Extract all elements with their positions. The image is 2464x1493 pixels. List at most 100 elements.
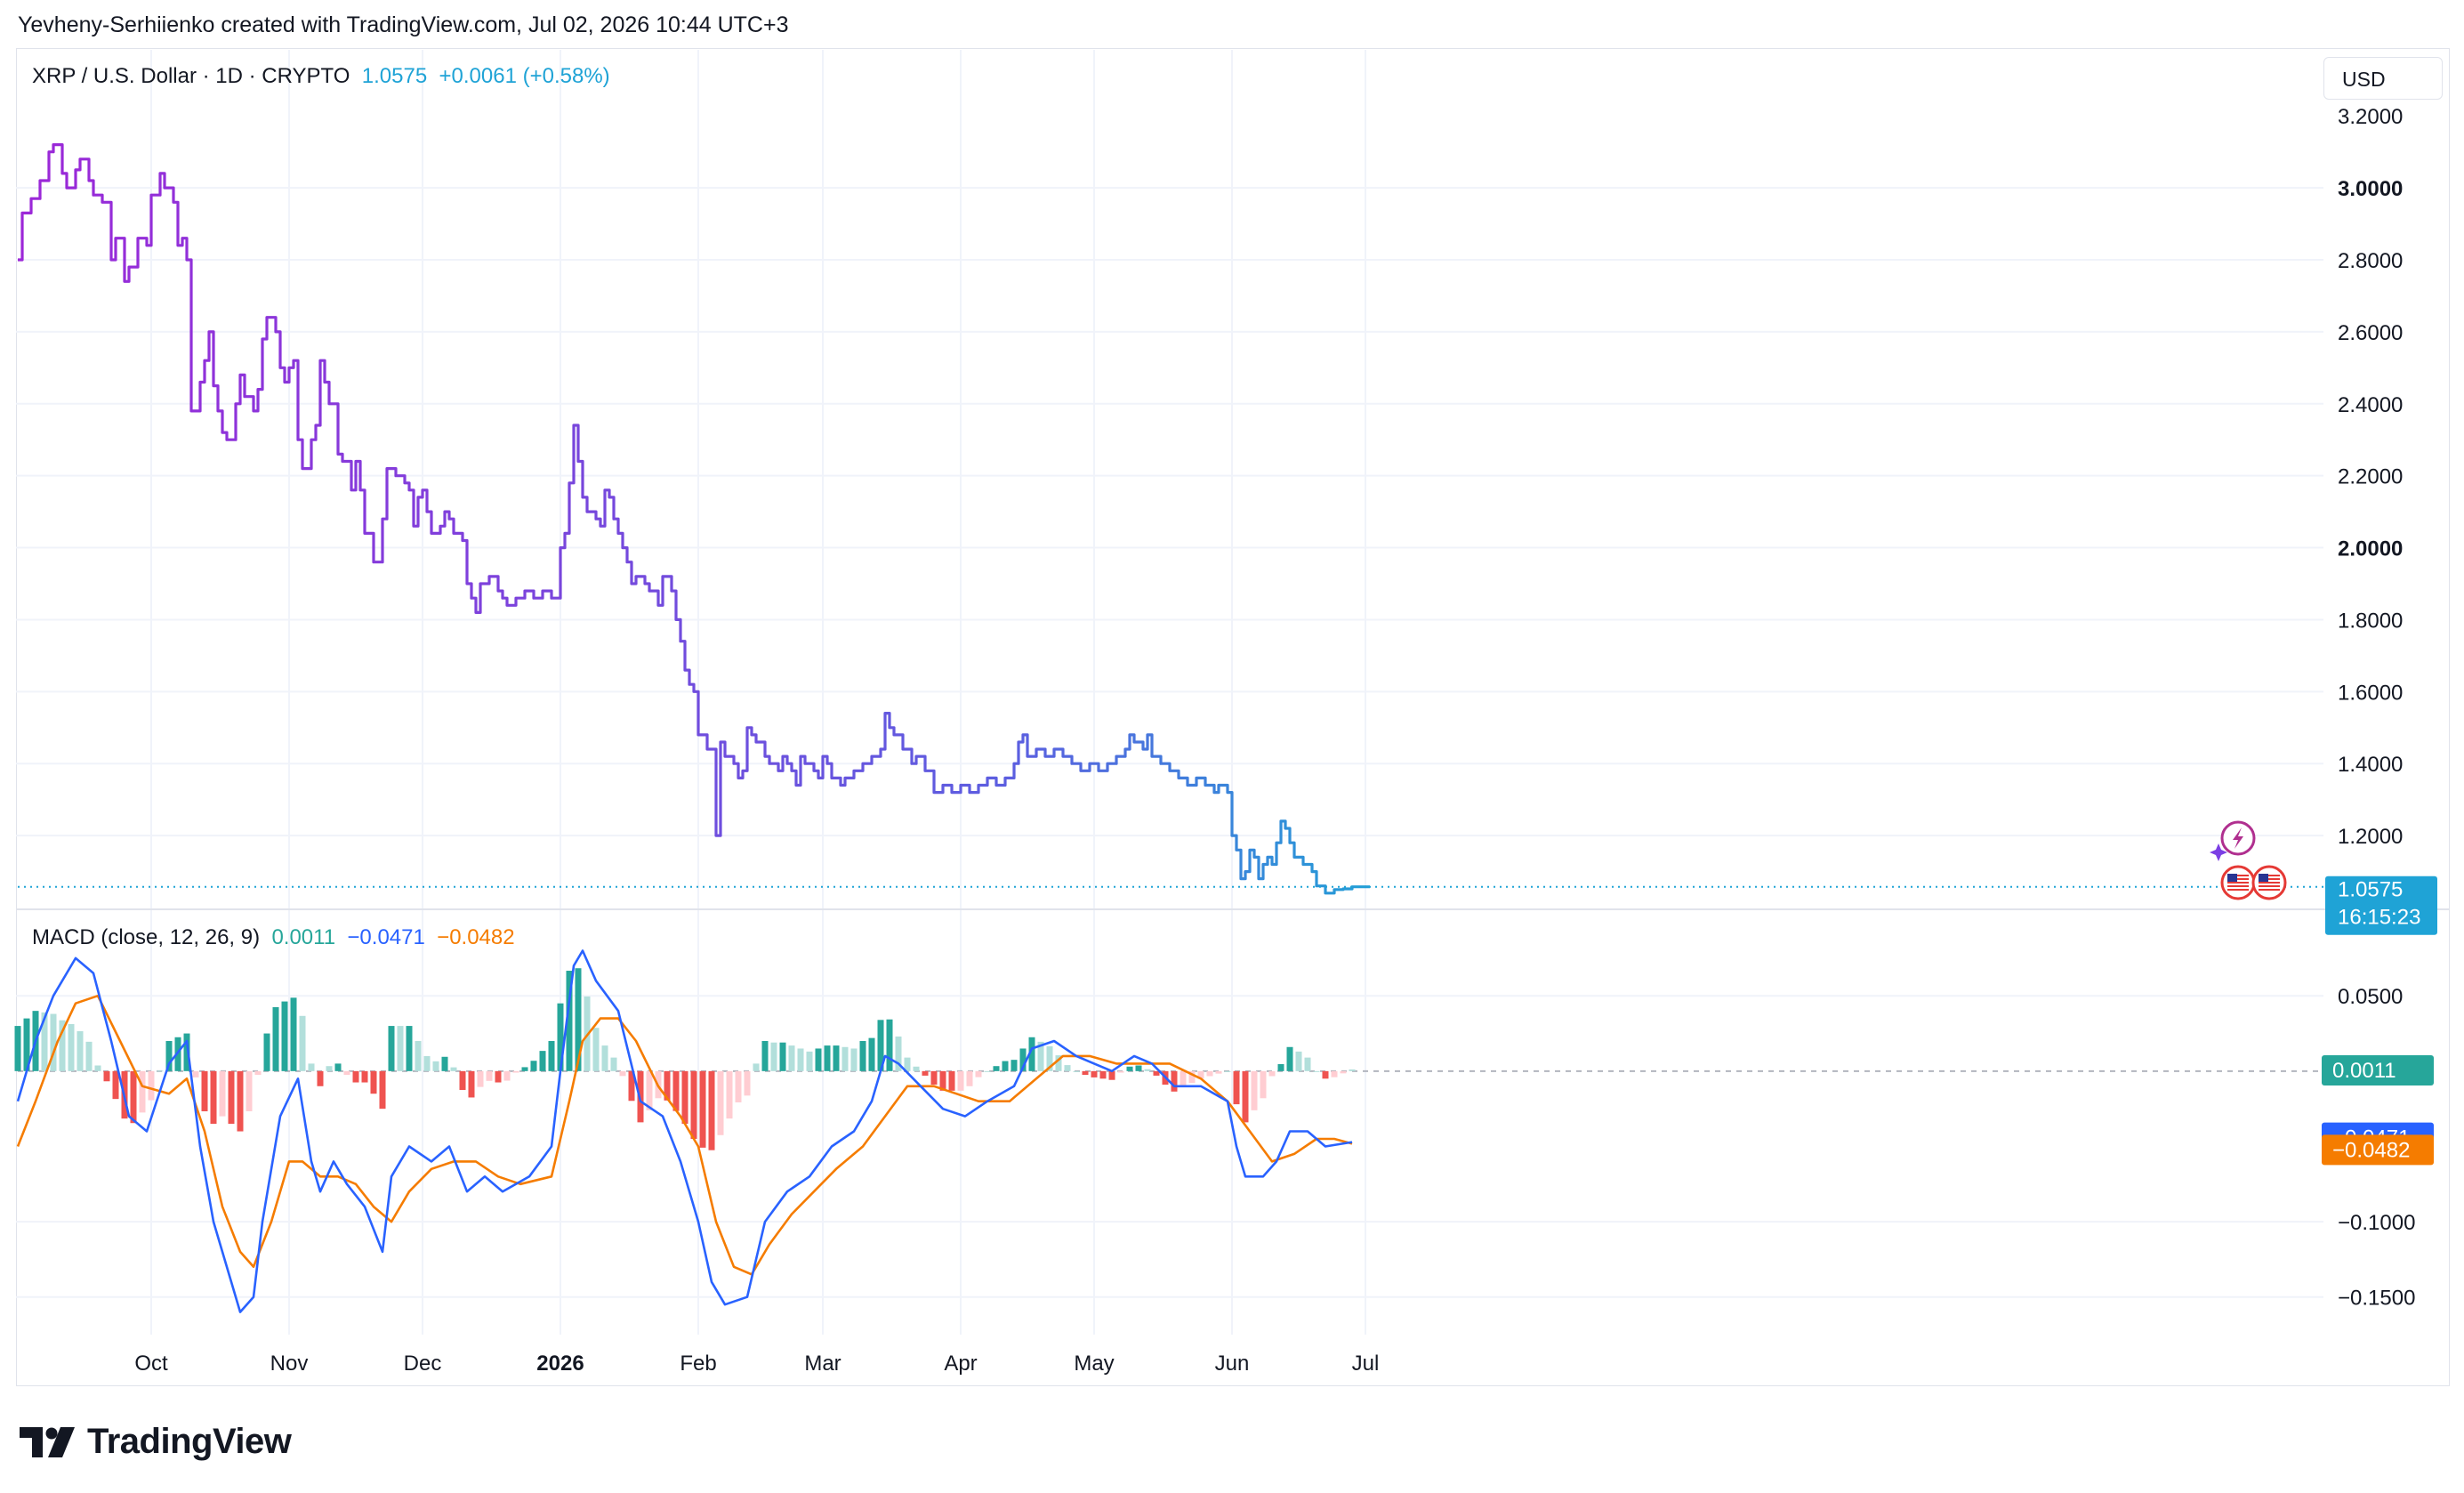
macd-histogram-bar bbox=[913, 1066, 920, 1071]
macd-histogram-bar bbox=[1242, 1070, 1249, 1123]
macd-histogram-bar bbox=[788, 1045, 795, 1071]
macd-histogram-bar bbox=[85, 1041, 93, 1071]
macd-pane[interactable] bbox=[14, 949, 2324, 1313]
macd-histogram-bar bbox=[681, 1070, 688, 1125]
macd-axis-label: −0.1000 bbox=[2338, 1211, 2415, 1235]
macd-histogram-bar bbox=[1153, 1070, 1160, 1076]
macd-histogram-bar bbox=[601, 1045, 608, 1071]
macd-histogram-bar bbox=[1117, 1070, 1124, 1073]
price-axis-label: 2.0000 bbox=[2338, 537, 2403, 561]
macd-histogram-bar bbox=[1144, 1069, 1151, 1071]
macd-histogram-bar bbox=[183, 1033, 190, 1071]
macd-histogram-bar bbox=[139, 1070, 146, 1113]
macd-histogram-bar bbox=[957, 1070, 964, 1091]
macd-histogram-bar bbox=[1224, 1070, 1231, 1072]
macd-histogram-bar bbox=[672, 1070, 680, 1111]
macd-histogram-bar bbox=[94, 1065, 101, 1071]
macd-histogram-bar bbox=[779, 1042, 786, 1071]
axes: 3.2000 3.0000 2.8000 2.6000 2.4000 2.2000 2.00… bbox=[16, 105, 2450, 1376]
last-price-value: 1.0575 bbox=[361, 64, 428, 88]
us-flag-icon[interactable] bbox=[2220, 865, 2256, 900]
macd-histogram-bar bbox=[1064, 1065, 1071, 1071]
macd-histogram-bar bbox=[76, 1031, 84, 1071]
macd-legend: MACD (close, 12, 26, 9) 0.0011 −0.0471 −… bbox=[32, 925, 515, 950]
time-axis-label: Oct bbox=[134, 1352, 168, 1376]
time-axis-label: 2026 bbox=[536, 1352, 584, 1376]
chart-frame bbox=[16, 48, 2450, 1386]
price-axis-label: 1.8000 bbox=[2338, 609, 2403, 633]
time-axis-label: Apr bbox=[944, 1352, 977, 1376]
macd-histogram-bar bbox=[14, 1026, 21, 1071]
macd-signal-badge-text: −0.0482 bbox=[2332, 1138, 2410, 1162]
macd-histogram-bar bbox=[379, 1070, 386, 1110]
macd-histogram-bar bbox=[486, 1070, 493, 1081]
macd-histogram-bar bbox=[468, 1070, 475, 1098]
macd-histogram-bar bbox=[575, 968, 582, 1071]
macd-histogram-bar bbox=[495, 1070, 502, 1083]
macd-histogram-bar bbox=[939, 1070, 946, 1091]
macd-histogram-bar bbox=[254, 1070, 262, 1076]
macd-histogram-bar bbox=[699, 1070, 706, 1148]
lightning-icon[interactable] bbox=[2220, 820, 2256, 856]
macd-histogram-bar bbox=[664, 1070, 671, 1101]
macd-signal-value: −0.0482 bbox=[437, 925, 515, 949]
macd-histogram-bar bbox=[904, 1057, 911, 1071]
price-axis-label: 2.4000 bbox=[2338, 393, 2403, 417]
macd-histogram-bar bbox=[1180, 1070, 1187, 1087]
macd-histogram-bar bbox=[1295, 1051, 1302, 1071]
macd-histogram-bar bbox=[299, 1015, 306, 1071]
macd-histogram-bar bbox=[1011, 1060, 1018, 1071]
macd-histogram-bar bbox=[815, 1048, 822, 1071]
macd-histogram-bar bbox=[930, 1070, 938, 1085]
macd-histogram-bar bbox=[690, 1070, 697, 1139]
macd-histogram-bar bbox=[708, 1070, 715, 1150]
macd-histogram-bar bbox=[441, 1056, 448, 1071]
macd-histogram-bar bbox=[717, 1070, 724, 1135]
macd-histogram-bar bbox=[1046, 1045, 1053, 1071]
macd-histogram-bar bbox=[361, 1070, 368, 1083]
price-axis-label: 2.6000 bbox=[2338, 321, 2403, 345]
macd-histogram-bar bbox=[388, 1026, 395, 1071]
macd-histogram-bar bbox=[103, 1070, 110, 1082]
macd-signal-badge bbox=[2322, 1134, 2434, 1166]
macd-histogram-bar bbox=[521, 1067, 528, 1071]
price-series[interactable] bbox=[18, 143, 2323, 895]
macd-histogram-bar bbox=[806, 1051, 813, 1071]
macd-histogram-bar bbox=[352, 1070, 359, 1083]
macd-histogram-bar bbox=[23, 1018, 30, 1071]
macd-histogram-bar bbox=[539, 1051, 546, 1071]
macd-histogram-bar bbox=[423, 1055, 431, 1071]
price-step-line[interactable] bbox=[18, 143, 1370, 895]
macd-histogram-bar bbox=[246, 1070, 253, 1111]
macd-signal-line[interactable] bbox=[16, 994, 1353, 1276]
tradingview-logo: TradingView bbox=[20, 1422, 292, 1462]
macd-histogram-bar bbox=[219, 1070, 226, 1117]
macd-histogram-bar bbox=[503, 1070, 511, 1081]
time-axis-label: Dec bbox=[404, 1352, 442, 1376]
price-axis-label: 3.2000 bbox=[2338, 105, 2403, 129]
macd-histogram-bar bbox=[263, 1033, 270, 1071]
macd-histogram-bar bbox=[1233, 1070, 1240, 1105]
macd-histogram-bar bbox=[165, 1041, 173, 1071]
macd-histogram-bar bbox=[1251, 1070, 1258, 1110]
time-axis-label: Mar bbox=[804, 1352, 841, 1376]
macd-histogram-bar bbox=[646, 1070, 653, 1110]
us-flag-icon[interactable] bbox=[2251, 865, 2287, 900]
event-markers[interactable] bbox=[2210, 820, 2287, 900]
macd-histogram-bar bbox=[877, 1020, 884, 1071]
macd-histogram-bar bbox=[1135, 1065, 1142, 1071]
macd-histogram-bar bbox=[797, 1048, 804, 1071]
macd-line[interactable] bbox=[16, 949, 1353, 1313]
macd-histogram-bar bbox=[1002, 1061, 1009, 1071]
sparkle-icon bbox=[2210, 843, 2227, 861]
macd-histogram-bar bbox=[833, 1045, 840, 1071]
macd-histogram-bar bbox=[343, 1070, 350, 1076]
macd-histogram-bar bbox=[1126, 1066, 1133, 1071]
macd-histogram-bar bbox=[859, 1041, 866, 1071]
macd-histogram-bar bbox=[157, 1070, 164, 1072]
macd-histogram-bar bbox=[68, 1023, 75, 1071]
macd-histogram-bar bbox=[59, 1020, 66, 1071]
macd-histogram-bar bbox=[948, 1070, 955, 1091]
currency-selector[interactable]: USD bbox=[2323, 57, 2443, 100]
